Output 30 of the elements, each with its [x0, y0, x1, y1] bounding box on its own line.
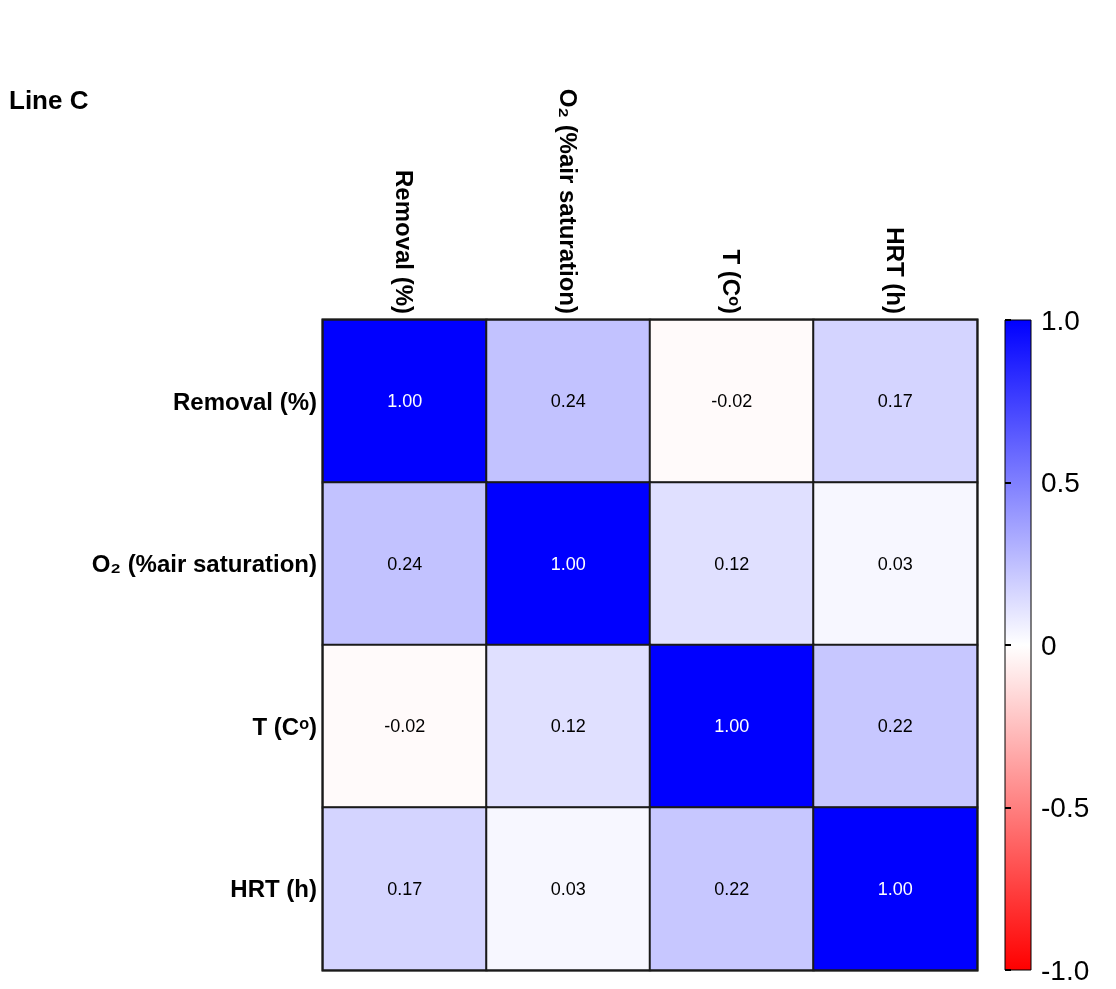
data-label: 0.24 [550, 391, 586, 412]
color-bar-label: -0.5 [1041, 792, 1090, 823]
y-tick-label: HRT (h) [230, 875, 317, 903]
data-label: 0.24 [387, 553, 423, 574]
color-bar-label: -1.0 [1041, 954, 1090, 986]
data-label: -0.02 [384, 716, 426, 737]
x-tick-label: T (Cᵒ) [718, 249, 746, 314]
y-tick-label: O₂ (%air saturation) [91, 550, 317, 578]
data-label: 1.00 [550, 553, 586, 574]
data-label: 1.00 [877, 878, 913, 899]
data-label: 0.12 [714, 553, 750, 574]
x-tick-label: HRT (h) [881, 227, 909, 314]
data-label: 0.17 [387, 878, 423, 899]
data-label: 0.03 [550, 878, 586, 899]
data-label: 0.12 [550, 716, 586, 737]
x-tick-label: Removal (%) [391, 169, 419, 314]
data-label: -0.02 [711, 391, 753, 412]
data-label: 0.22 [877, 716, 913, 737]
color-bar-label: 1.0 [1041, 304, 1080, 336]
y-tick-label: T (Cᵒ) [252, 712, 317, 740]
data-label: 1.00 [714, 716, 750, 737]
color-bar-label: 0 [1041, 629, 1057, 661]
data-label: 0.03 [877, 553, 913, 574]
color-bar-label: 0.5 [1041, 467, 1080, 498]
data-label: 0.22 [714, 878, 750, 899]
text: Line C [9, 85, 89, 115]
x-tick-label: O₂ (%air saturation) [554, 88, 582, 314]
data-label: 1.00 [387, 391, 423, 412]
data-label: 0.17 [877, 391, 913, 412]
y-tick-label: Removal (%) [172, 387, 317, 415]
